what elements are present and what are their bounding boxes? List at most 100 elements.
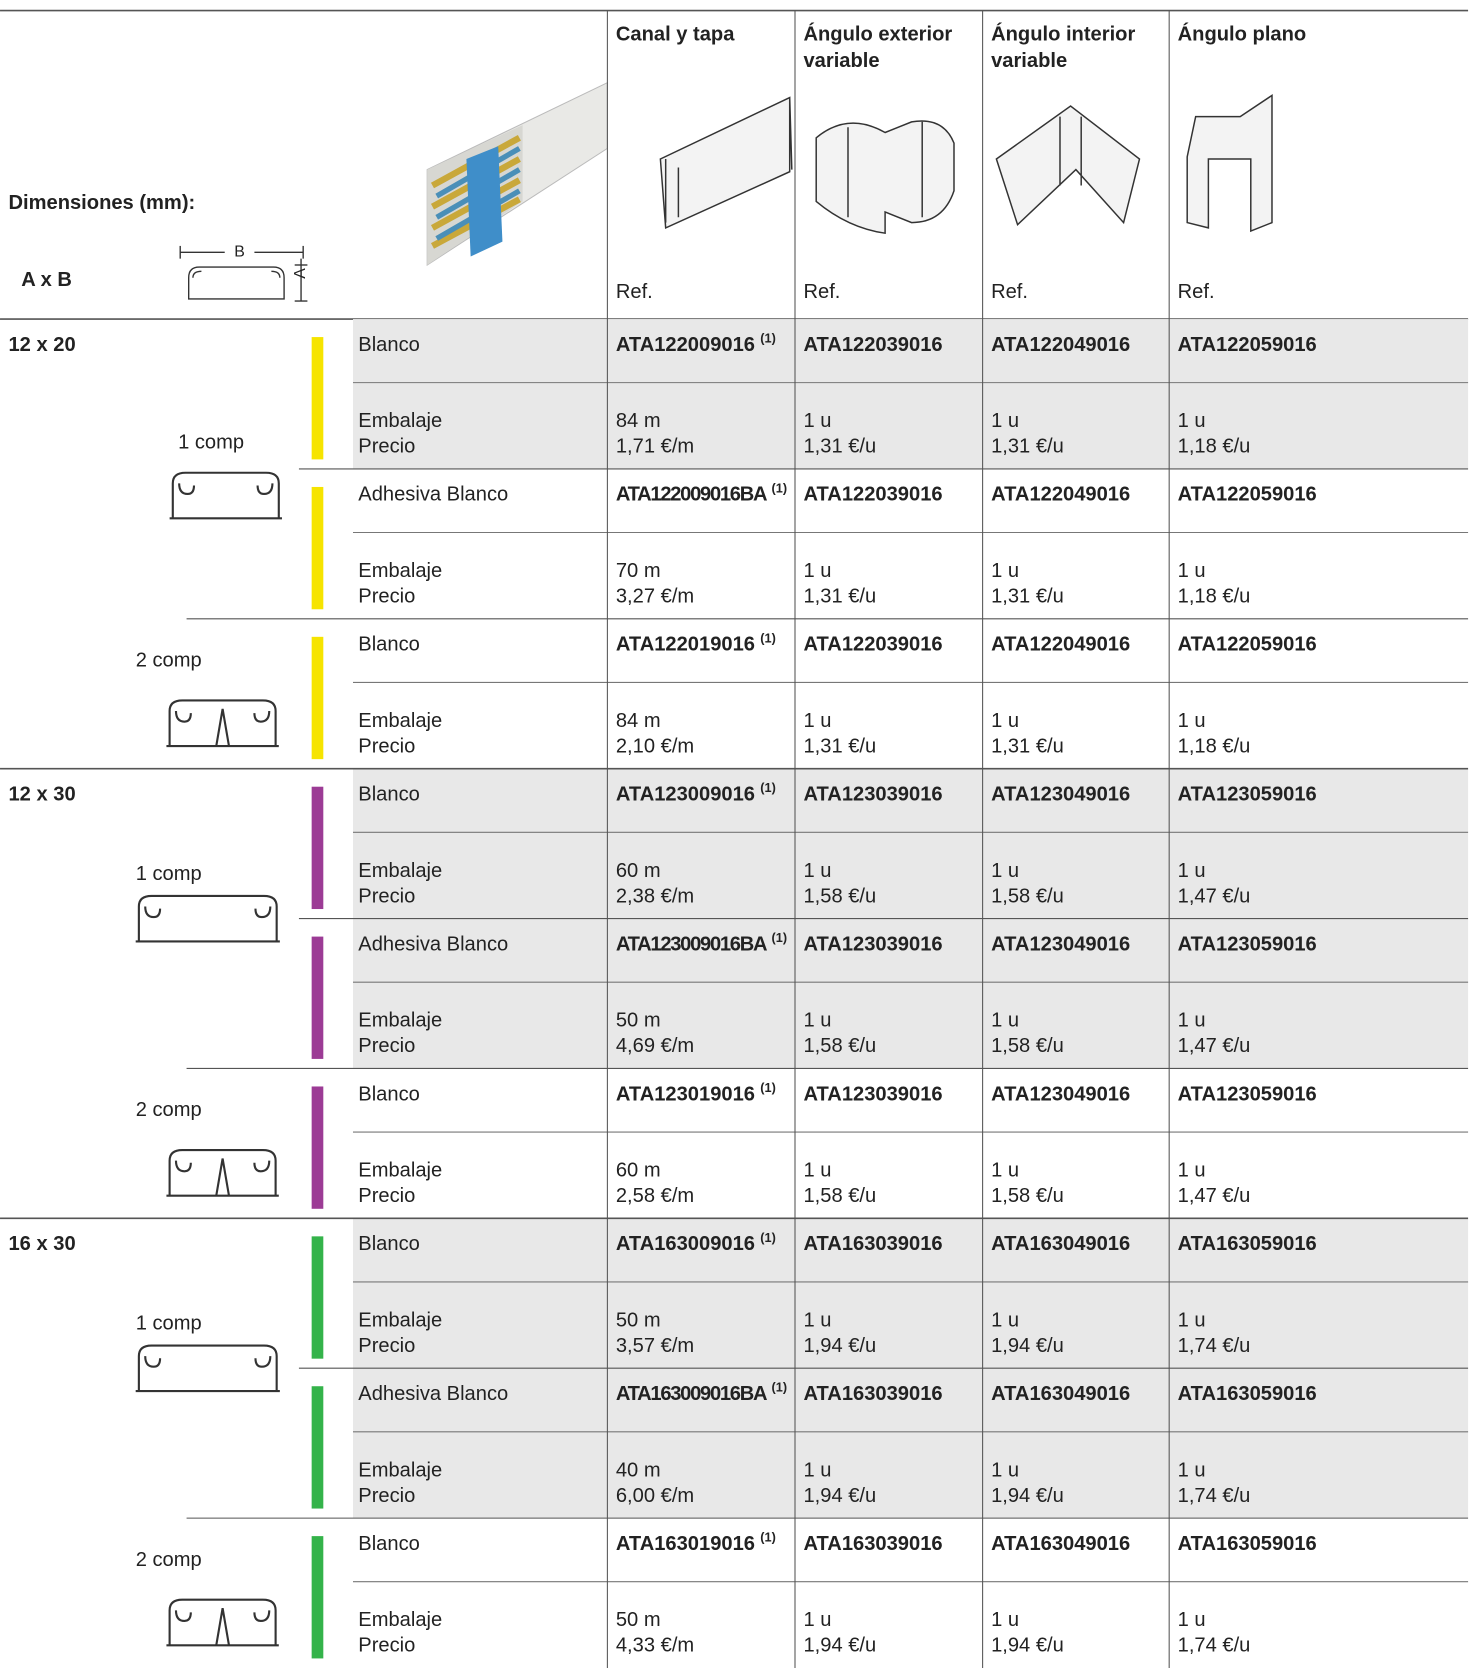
ref-code: ATA122009016 [616, 334, 755, 356]
ref-code: ATA122039016 [803, 334, 942, 356]
color-bar [311, 636, 324, 760]
packing: 1 u [991, 410, 1019, 432]
row-shade [352, 918, 1469, 1069]
packing-label: Embalaje [358, 1010, 442, 1032]
profile-icon [166, 1598, 279, 1647]
ref-code: ATA123059016 [1178, 784, 1317, 806]
price: 1,58 €/u [803, 885, 876, 907]
packing-label: Embalaje [358, 1609, 442, 1631]
variant-label: Blanco [358, 334, 420, 356]
price-label: Precio [358, 1335, 415, 1357]
packing: 1 u [803, 1459, 831, 1481]
price: 3,57 €/m [616, 1335, 694, 1357]
ref-code: ATA122019016 [616, 634, 755, 656]
price: 1,31 €/u [803, 735, 876, 757]
color-bar [311, 1236, 324, 1359]
column-title: variable [803, 50, 879, 72]
packing: 50 m [616, 1609, 661, 1631]
ref-code: ATA163049016 [991, 1233, 1130, 1255]
footnote-mark: (1) [760, 1080, 776, 1095]
ref-code: ATA163059016 [1178, 1233, 1317, 1255]
row-shade [352, 768, 1469, 919]
price: 1,94 €/u [991, 1485, 1064, 1507]
price: 1,18 €/u [1178, 436, 1251, 458]
price: 1,47 €/u [1178, 1185, 1251, 1207]
packing-label: Embalaje [358, 1160, 442, 1182]
ref-code: ATA123039016 [803, 1083, 942, 1105]
ref-code: ATA163049016 [991, 1383, 1130, 1405]
profile-outline [166, 1598, 279, 1647]
column-title: Ángulo interior [991, 22, 1135, 45]
ref-label: Ref. [1178, 281, 1215, 303]
axb-label: A x B [21, 269, 72, 291]
variant-label: Blanco [358, 1083, 420, 1105]
price: 1,58 €/u [803, 1035, 876, 1057]
ref-code: ATA122039016 [803, 634, 942, 656]
packing: 1 u [803, 860, 831, 882]
dims-label: Dimensiones (mm): [8, 192, 195, 214]
packing: 84 m [616, 410, 661, 432]
ref-code: ATA163039016 [803, 1233, 942, 1255]
price: 1,94 €/u [803, 1335, 876, 1357]
packing: 1 u [1178, 560, 1206, 582]
packing: 40 m [616, 1459, 661, 1481]
variant-label: Blanco [358, 1233, 420, 1255]
ref-code: ATA123049016 [991, 784, 1130, 806]
ref-code: ATA123039016 [803, 933, 942, 955]
price: 1,31 €/u [991, 436, 1064, 458]
price: 1,58 €/u [803, 1185, 876, 1207]
row-shade [352, 1218, 1469, 1369]
price: 1,94 €/u [803, 1485, 876, 1507]
packing: 1 u [1178, 1309, 1206, 1331]
packing-label: Embalaje [358, 1459, 442, 1481]
profile-icon [169, 471, 282, 520]
price: 1,94 €/u [991, 1635, 1064, 1657]
price: 3,27 €/m [616, 586, 694, 608]
color-bar [311, 486, 324, 610]
ref-code: ATA163019016 [616, 1533, 755, 1555]
ref-code: ATA122049016 [991, 484, 1130, 506]
profile-outline [169, 471, 282, 520]
variant-label: Blanco [358, 784, 420, 806]
footnote-mark: (1) [760, 630, 776, 645]
price: 1,31 €/u [803, 586, 876, 608]
ref-label: Ref. [991, 281, 1028, 303]
packing: 1 u [803, 1160, 831, 1182]
packing: 1 u [803, 560, 831, 582]
size-label: 12 x 20 [8, 334, 75, 356]
price: 1,47 €/u [1178, 1035, 1251, 1057]
ref-code: ATA163039016 [803, 1533, 942, 1555]
comp-label: 2 comp [136, 650, 202, 672]
price: 1,74 €/u [1178, 1335, 1251, 1357]
packing: 1 u [803, 1609, 831, 1631]
variant-label: Blanco [358, 1533, 420, 1555]
price: 4,33 €/m [616, 1635, 694, 1657]
variant-label: Adhesiva Blanco [358, 933, 508, 955]
product-photo [426, 81, 608, 266]
ref-code: ATA122039016 [803, 484, 942, 506]
ref-code: ATA122059016 [1178, 334, 1317, 356]
column-title: variable [991, 50, 1067, 72]
price-label: Precio [358, 436, 415, 458]
size-label: 16 x 30 [8, 1233, 75, 1255]
footnote-mark: (1) [760, 1230, 776, 1245]
footnote-mark: (1) [760, 780, 776, 795]
price: 1,58 €/u [991, 1185, 1064, 1207]
packing: 1 u [1178, 410, 1206, 432]
variant-label: Blanco [358, 634, 420, 656]
price-label: Precio [358, 1185, 415, 1207]
price: 1,58 €/u [991, 885, 1064, 907]
row-shade [352, 1368, 1469, 1519]
column-title: Ángulo exterior [803, 22, 952, 45]
comp-label: 1 comp [178, 431, 244, 453]
price: 1,31 €/u [803, 436, 876, 458]
packing: 1 u [991, 1309, 1019, 1331]
packing-label: Embalaje [358, 560, 442, 582]
ref-code: ATA163059016 [1178, 1383, 1317, 1405]
price: 4,69 €/m [616, 1035, 694, 1057]
packing: 1 u [803, 410, 831, 432]
profile-icon [135, 894, 280, 943]
ref-code: ATA163039016 [803, 1383, 942, 1405]
packing-label: Embalaje [358, 410, 442, 432]
